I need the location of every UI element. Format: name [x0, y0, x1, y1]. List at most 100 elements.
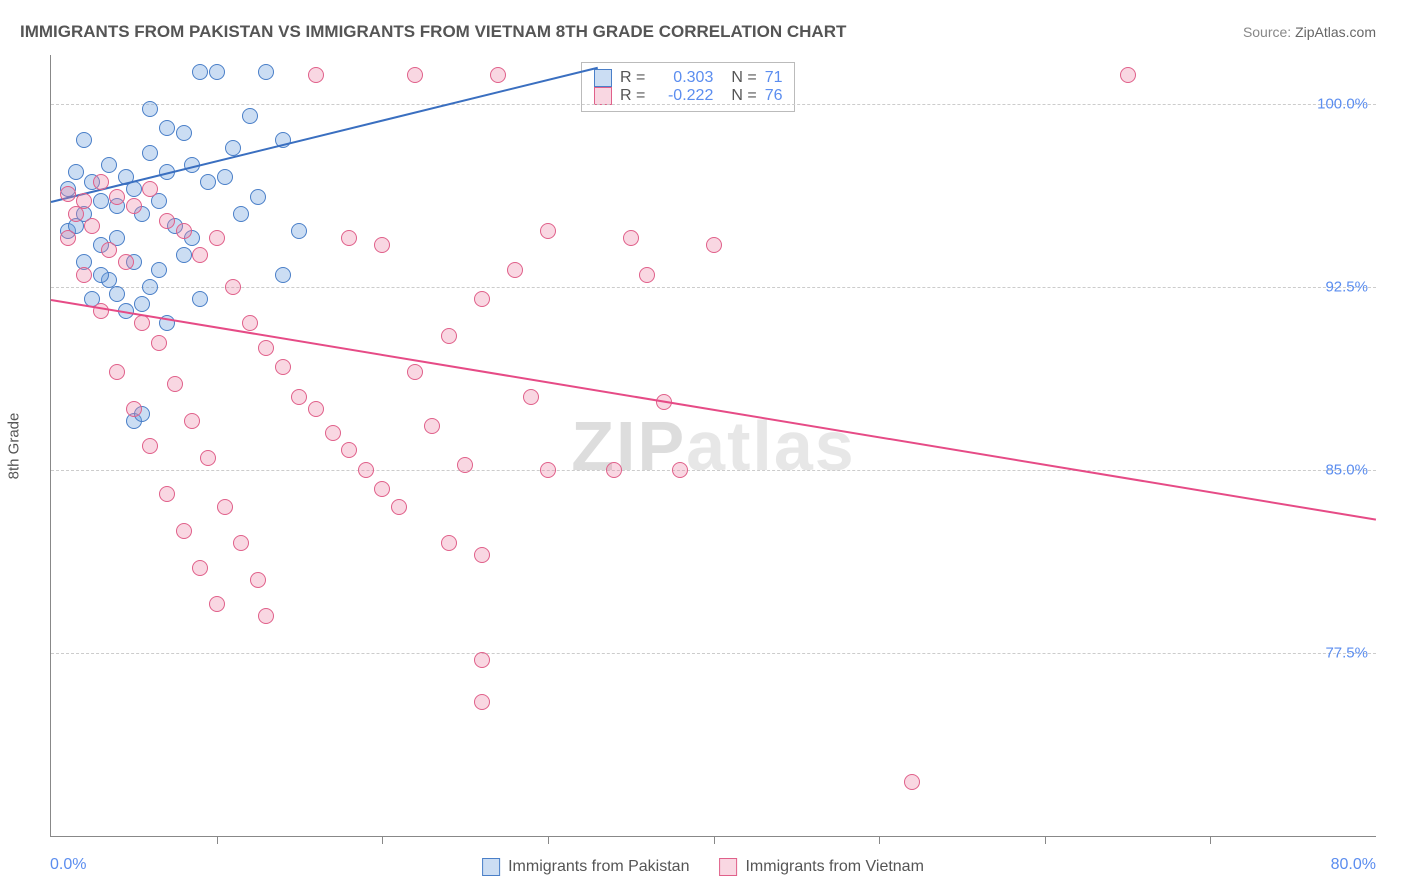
- scatter-point: [159, 120, 175, 136]
- scatter-point: [126, 401, 142, 417]
- gridline-h: [51, 470, 1376, 471]
- x-tick: [548, 836, 549, 844]
- scatter-point: [341, 442, 357, 458]
- scatter-point: [209, 64, 225, 80]
- scatter-point: [176, 223, 192, 239]
- scatter-point: [76, 267, 92, 283]
- x-tick: [1210, 836, 1211, 844]
- trend-line: [51, 299, 1376, 521]
- legend-label: Immigrants from Vietnam: [745, 858, 923, 876]
- gridline-h: [51, 104, 1376, 105]
- scatter-point: [101, 242, 117, 258]
- chart-title: IMMIGRANTS FROM PAKISTAN VS IMMIGRANTS F…: [20, 22, 846, 42]
- source-value: ZipAtlas.com: [1295, 24, 1376, 40]
- x-tick: [714, 836, 715, 844]
- gridline-h: [51, 653, 1376, 654]
- scatter-point: [424, 418, 440, 434]
- scatter-point: [275, 267, 291, 283]
- x-tick: [879, 836, 880, 844]
- scatter-point: [118, 254, 134, 270]
- legend-swatch: [719, 858, 737, 876]
- scatter-point: [142, 438, 158, 454]
- scatter-point: [159, 486, 175, 502]
- scatter-point: [474, 694, 490, 710]
- scatter-point: [374, 237, 390, 253]
- scatter-point: [233, 206, 249, 222]
- scatter-point: [291, 389, 307, 405]
- scatter-point: [474, 652, 490, 668]
- scatter-point: [391, 499, 407, 515]
- x-axis-min-label: 0.0%: [50, 856, 86, 874]
- scatter-point: [507, 262, 523, 278]
- scatter-point: [242, 108, 258, 124]
- stat-n-label: N =: [731, 87, 756, 105]
- scatter-point: [192, 560, 208, 576]
- scatter-point: [242, 315, 258, 331]
- scatter-point: [217, 169, 233, 185]
- scatter-point: [109, 286, 125, 302]
- legend-item: Immigrants from Vietnam: [719, 858, 923, 876]
- scatter-point: [134, 315, 150, 331]
- scatter-point: [93, 193, 109, 209]
- scatter-point: [291, 223, 307, 239]
- scatter-point: [176, 247, 192, 263]
- scatter-point: [84, 218, 100, 234]
- scatter-point: [623, 230, 639, 246]
- scatter-point: [358, 462, 374, 478]
- stats-row: R =-0.222N =76: [594, 87, 782, 105]
- scatter-point: [192, 64, 208, 80]
- scatter-point: [200, 450, 216, 466]
- scatter-point: [540, 223, 556, 239]
- bottom-legend: Immigrants from Pakistan Immigrants from …: [482, 858, 924, 876]
- scatter-point: [101, 157, 117, 173]
- x-axis-max-label: 80.0%: [1331, 856, 1376, 874]
- scatter-point: [523, 389, 539, 405]
- scatter-point: [134, 296, 150, 312]
- scatter-point: [457, 457, 473, 473]
- plot-area: ZIPatlas R =0.303N =71R =-0.222N =76 77.…: [50, 55, 1376, 837]
- scatter-point: [225, 279, 241, 295]
- scatter-point: [275, 359, 291, 375]
- scatter-point: [606, 462, 622, 478]
- stat-n-value: 71: [765, 69, 783, 87]
- y-tick-label: 100.0%: [1317, 95, 1368, 112]
- x-tick: [217, 836, 218, 844]
- scatter-point: [68, 164, 84, 180]
- stat-n-value: 76: [765, 87, 783, 105]
- scatter-point: [109, 189, 125, 205]
- scatter-point: [76, 132, 92, 148]
- scatter-point: [151, 335, 167, 351]
- scatter-point: [142, 279, 158, 295]
- scatter-point: [308, 67, 324, 83]
- scatter-point: [258, 608, 274, 624]
- stat-n-label: N =: [731, 69, 756, 87]
- scatter-point: [250, 189, 266, 205]
- scatter-point: [217, 499, 233, 515]
- scatter-point: [258, 64, 274, 80]
- scatter-point: [60, 230, 76, 246]
- scatter-point: [258, 340, 274, 356]
- y-tick-label: 92.5%: [1325, 278, 1368, 295]
- scatter-point: [407, 364, 423, 380]
- scatter-point: [142, 101, 158, 117]
- x-tick: [382, 836, 383, 844]
- scatter-point: [126, 198, 142, 214]
- y-tick-label: 77.5%: [1325, 644, 1368, 661]
- scatter-point: [192, 291, 208, 307]
- scatter-point: [159, 213, 175, 229]
- stat-r-value: 0.303: [653, 69, 713, 87]
- stat-r-value: -0.222: [653, 87, 713, 105]
- legend-item: Immigrants from Pakistan: [482, 858, 689, 876]
- source-label: Source:: [1243, 24, 1291, 40]
- scatter-point: [474, 291, 490, 307]
- scatter-point: [200, 174, 216, 190]
- source-citation: Source: ZipAtlas.com: [1243, 24, 1376, 40]
- stat-r-label: R =: [620, 69, 645, 87]
- scatter-point: [374, 481, 390, 497]
- legend-label: Immigrants from Pakistan: [508, 858, 689, 876]
- scatter-point: [209, 596, 225, 612]
- legend-swatch: [594, 69, 612, 87]
- scatter-point: [93, 267, 109, 283]
- scatter-point: [441, 328, 457, 344]
- y-tick-label: 85.0%: [1325, 461, 1368, 478]
